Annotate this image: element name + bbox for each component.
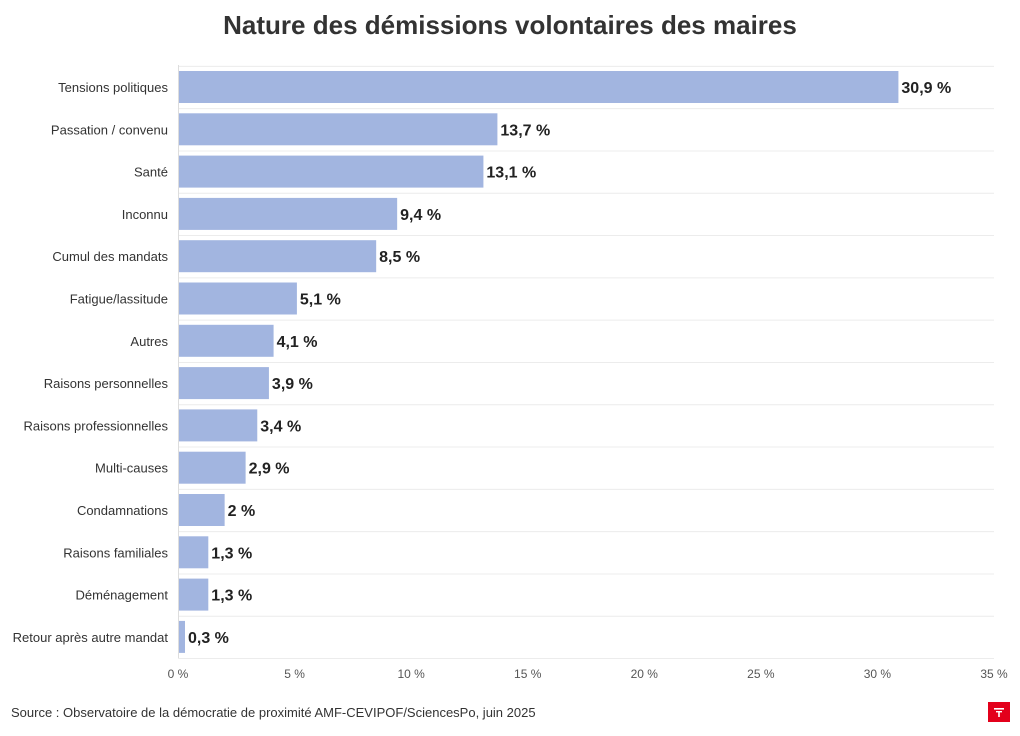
bar[interactable] [179, 451, 246, 484]
bar[interactable] [179, 113, 498, 146]
x-tick-label: 10 % [397, 667, 425, 681]
bar[interactable] [179, 578, 209, 611]
value-label: 4,1 % [277, 334, 318, 351]
bar[interactable] [179, 620, 185, 653]
bar[interactable] [179, 155, 484, 188]
value-label: 9,4 % [400, 207, 441, 224]
x-tick-label: 35 % [980, 667, 1008, 681]
value-label: 3,9 % [272, 376, 313, 393]
bar[interactable] [179, 282, 297, 315]
value-label: 8,5 % [379, 249, 420, 266]
category-label: Raisons professionnelles [23, 418, 168, 433]
bars [179, 71, 899, 653]
value-label: 2,9 % [249, 461, 290, 478]
category-label: Déménagement [76, 588, 169, 603]
x-tick-label: 0 % [168, 667, 189, 681]
value-labels: 30,9 % 13,7 % 13,1 % 9,4 % 8,5 % 5,1 % 4,1 % 3,… [188, 80, 951, 647]
value-label: 0,3 % [188, 630, 229, 647]
bar-chart: Tensions politiques Passation / convenu Sa… [13, 65, 1008, 681]
value-label: 13,1 % [486, 165, 536, 182]
category-label: Condamnations [77, 503, 169, 518]
chart-title: Nature des démissions volontaires des ma… [223, 10, 797, 40]
bar[interactable] [179, 536, 209, 569]
value-label: 2 % [228, 503, 256, 520]
category-label: Inconnu [122, 207, 168, 222]
category-label: Passation / convenu [51, 122, 168, 137]
category-label: Cumul des mandats [52, 249, 168, 264]
bar[interactable] [179, 409, 258, 442]
brand-logo-icon[interactable] [988, 702, 1010, 722]
gridlines [178, 65, 994, 660]
value-label: 30,9 % [901, 80, 951, 97]
x-axis-ticks: 0 % 5 % 10 % 15 % 20 % 25 % 30 % 35 % [168, 667, 1008, 681]
bar[interactable] [179, 324, 274, 357]
x-tick-label: 30 % [864, 667, 892, 681]
bar[interactable] [179, 494, 225, 526]
category-label: Autres [130, 334, 168, 349]
x-tick-label: 20 % [631, 667, 659, 681]
x-tick-label: 15 % [514, 667, 542, 681]
value-label: 3,4 % [260, 418, 301, 435]
category-label: Santé [134, 165, 168, 180]
bar[interactable] [179, 197, 398, 230]
bar[interactable] [179, 71, 899, 103]
x-tick-label: 25 % [747, 667, 775, 681]
value-label: 13,7 % [500, 122, 550, 139]
bar[interactable] [179, 367, 269, 400]
category-label: Multi-causes [95, 461, 168, 476]
value-label: 1,3 % [211, 588, 252, 605]
value-label: 5,1 % [300, 292, 341, 309]
category-label: Tensions politiques [58, 80, 168, 95]
category-label: Raisons personnelles [44, 376, 169, 391]
category-labels: Tensions politiques Passation / convenu Sa… [13, 80, 169, 645]
bar[interactable] [179, 240, 377, 273]
x-tick-label: 5 % [284, 667, 305, 681]
category-label: Fatigue/lassitude [70, 292, 168, 307]
value-label: 1,3 % [211, 545, 252, 562]
category-label: Raisons familiales [63, 545, 168, 560]
source-note: Source : Observatoire de la démocratie d… [11, 705, 536, 720]
category-label: Retour après autre mandat [13, 630, 169, 645]
